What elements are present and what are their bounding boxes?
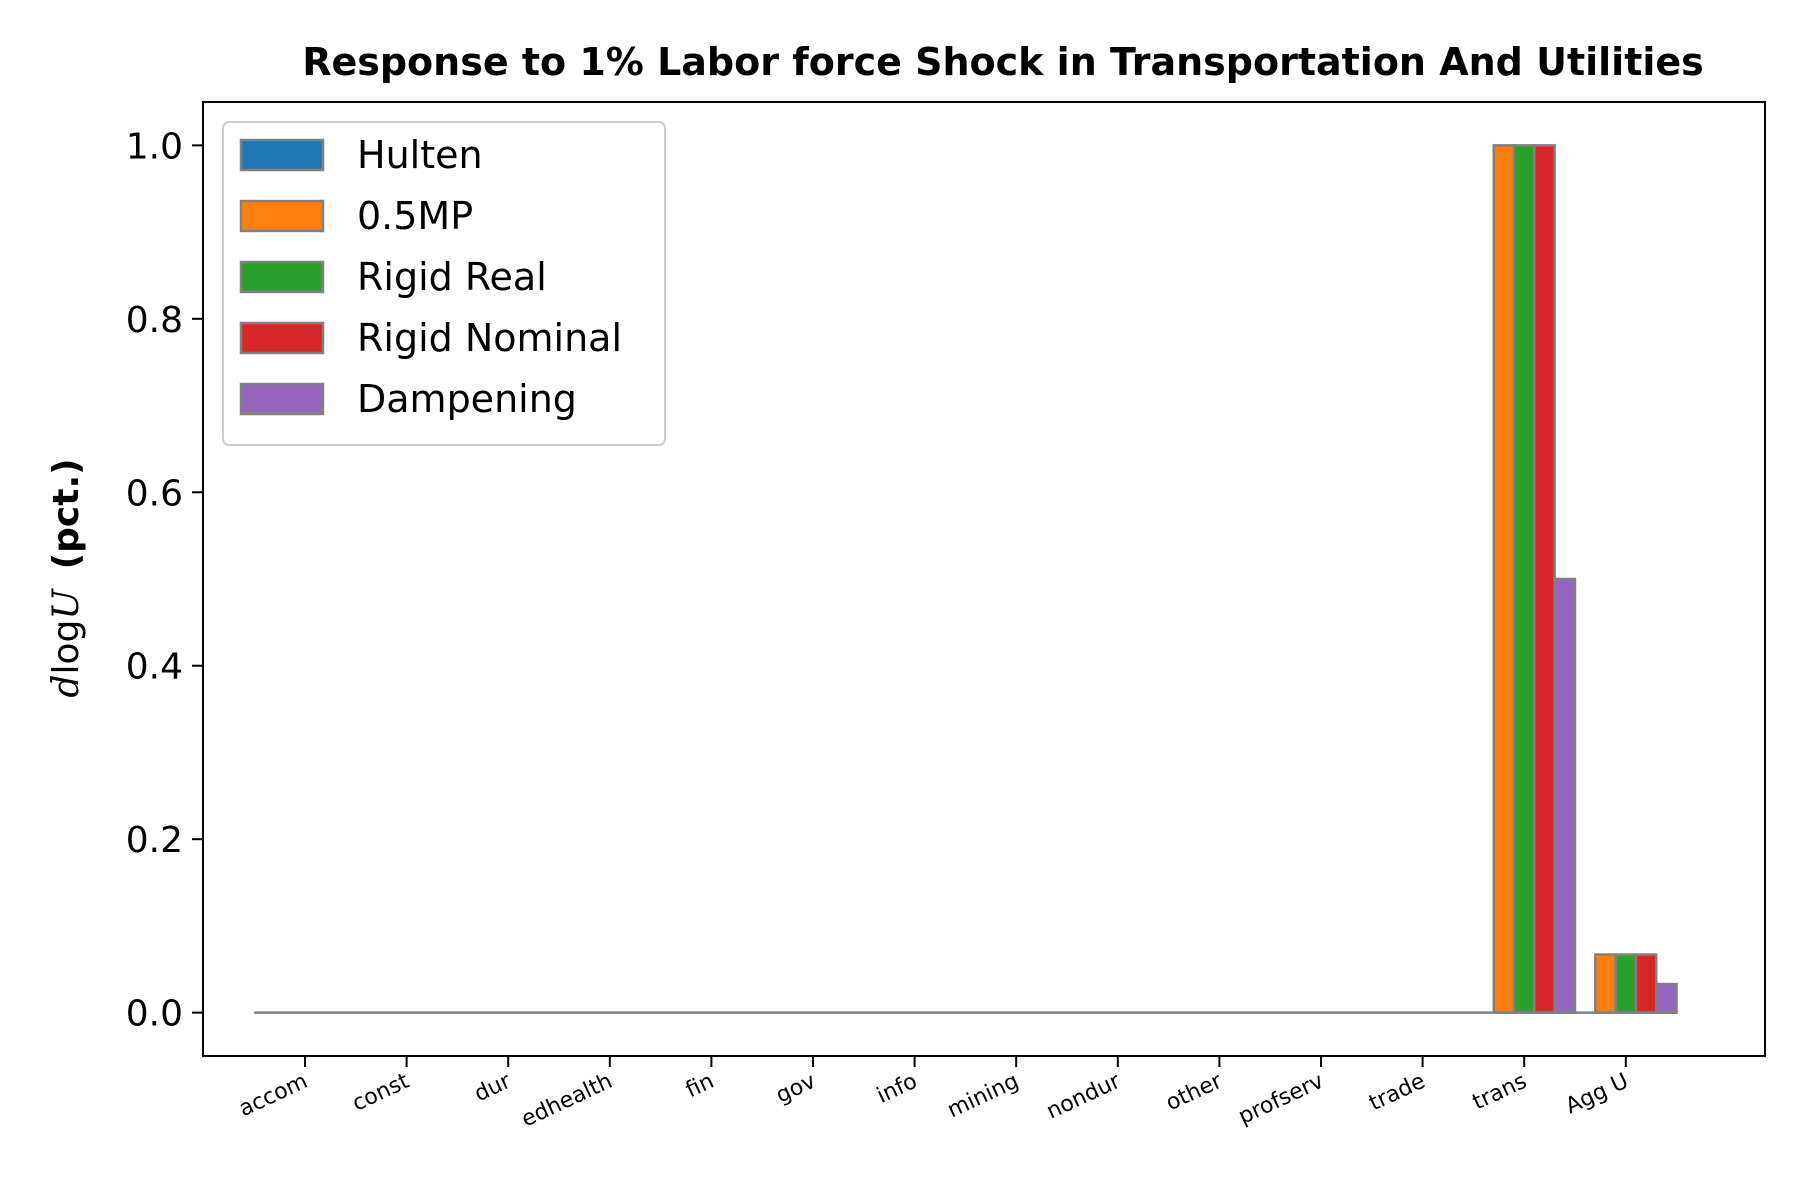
bar-rigid-nominal-agg-u — [1634, 953, 1658, 1014]
y-tick-label: 0.6 — [126, 473, 183, 514]
x-tick-label-gov: gov — [772, 1069, 819, 1109]
y-tick-label: 0.4 — [126, 647, 183, 688]
bar-dampening-agg-u — [1655, 982, 1678, 1014]
x-tick-label-trans: trans — [1469, 1069, 1531, 1116]
legend-label-hulten: Hulten — [357, 133, 483, 177]
x-tick-label-nondur: nondur — [1043, 1068, 1125, 1124]
x-tick-label-agg-u: Agg U — [1562, 1069, 1632, 1120]
legend-label-0-5mp: 0.5MP — [357, 194, 473, 238]
bar-0-5mp-agg-u — [1594, 953, 1617, 1014]
legend-label-rigid-real: Rigid Real — [357, 255, 547, 299]
y-tick-label: 0.8 — [126, 300, 183, 341]
x-tick-label-dur: dur — [471, 1068, 516, 1107]
legend-swatch-rigid-nominal — [239, 321, 325, 355]
x-tick-label-edhealth: edhealth — [518, 1069, 617, 1133]
y-axis-label: dlogU (pct.) — [46, 458, 87, 697]
x-tick-label-trade: trade — [1365, 1069, 1429, 1116]
legend-swatch-0-5mp — [239, 199, 325, 233]
y-tick-label: 1.0 — [126, 126, 183, 167]
bar-rigid-real-trans — [1512, 144, 1536, 1014]
x-tick-label-accom: accom — [235, 1069, 311, 1122]
x-tick-label-other: other — [1162, 1068, 1227, 1116]
y-tick-label: 0.2 — [126, 820, 183, 861]
bar-rigid-real-agg-u — [1614, 953, 1638, 1014]
x-tick-label-const: const — [349, 1069, 414, 1117]
y-axis-label-log: log — [46, 620, 87, 675]
axes-frame — [202, 101, 1766, 1057]
x-axis: accom const dur edhealth fin gov info mining non… — [235, 1056, 1632, 1132]
y-axis-label-u: U — [46, 588, 87, 620]
y-axis-label-d: d — [46, 675, 87, 698]
x-tick-label-profserv: profserv — [1235, 1069, 1328, 1130]
legend-label-dampening: Dampening — [357, 377, 577, 421]
y-tick-label: 0.0 — [126, 994, 183, 1035]
bar-dampening-trans — [1553, 577, 1577, 1014]
svg-text:dlogU(pct.): dlogU (pct.) — [46, 458, 87, 697]
legend: Hulten 0.5MP Rigid Real Rigid Nominal Dampen… — [222, 121, 666, 446]
x-tick-label-info: info — [873, 1069, 921, 1109]
legend-swatch-rigid-real — [239, 260, 325, 294]
bars — [1492, 144, 1678, 1014]
y-axis-label-unit: (pct.) — [46, 458, 87, 569]
bar-rigid-nominal-trans — [1533, 144, 1556, 1014]
legend-swatch-dampening — [239, 382, 325, 416]
x-tick-label-mining: mining — [944, 1069, 1023, 1124]
y-axis: 0.0 0.2 0.4 0.6 0.8 1.0 — [126, 126, 203, 1035]
legend-swatch-hulten — [239, 138, 325, 172]
legend-box — [222, 121, 666, 446]
bar-0-5mp-trans — [1492, 144, 1516, 1014]
legend-label-rigid-nominal: Rigid Nominal — [357, 316, 622, 360]
x-tick-label-fin: fin — [682, 1069, 718, 1103]
chart-title: Response to 1% Labor force Shock in Tran… — [302, 40, 1704, 84]
